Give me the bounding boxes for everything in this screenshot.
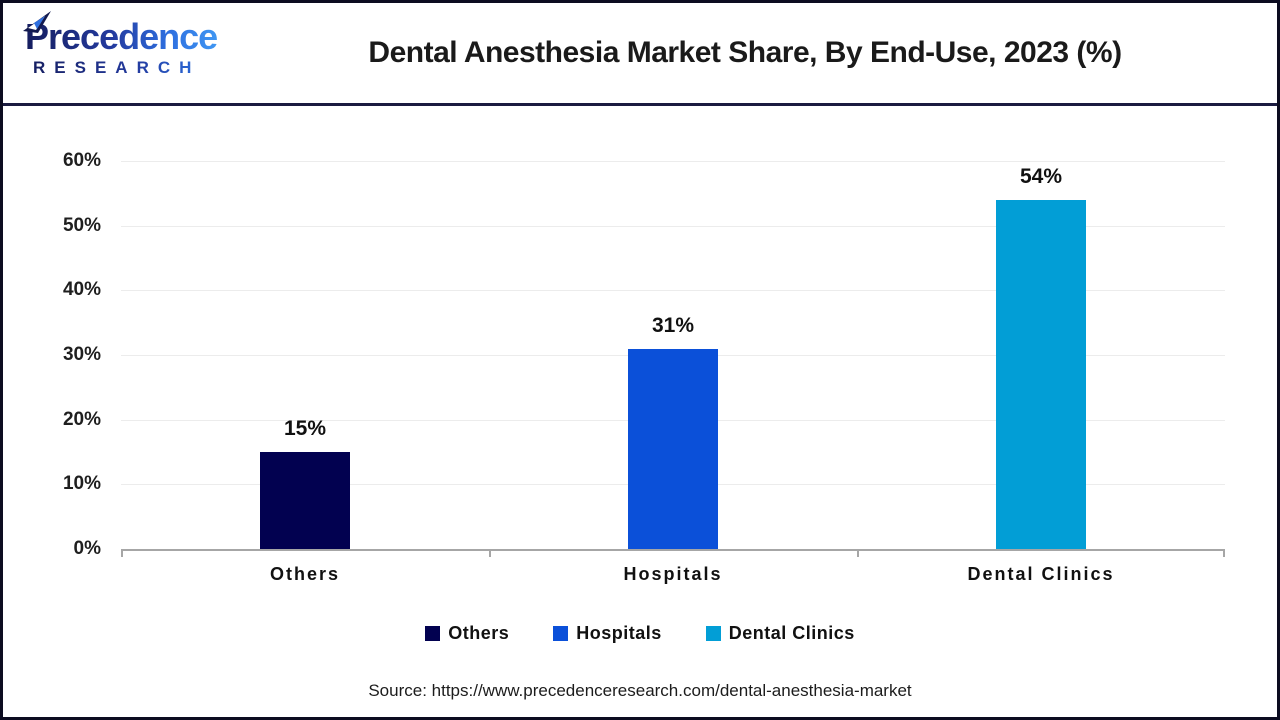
logo-sub-text: RESEARCH: [25, 59, 225, 76]
x-axis-tick: [1223, 551, 1225, 557]
gridline-40%: [121, 290, 1225, 292]
gridline-50%: [121, 225, 1225, 227]
y-axis-tick-label: 10%: [62, 473, 101, 495]
bar-value-label: 54%: [1019, 164, 1063, 188]
bar-value-label: 15%: [283, 417, 327, 440]
gridline-60%: [121, 161, 1225, 162]
y-axis-tick-label: 40%: [62, 279, 101, 301]
legend-swatch-icon: [425, 626, 441, 641]
legend-label: Hospitals: [576, 623, 662, 643]
x-axis-line: [121, 549, 1225, 551]
legend-item-others: Others: [425, 623, 509, 644]
y-axis-tick-label: 60%: [62, 150, 101, 171]
y-axis-tick-label: 30%: [62, 344, 101, 365]
y-axis-tick-label: 50%: [62, 214, 101, 236]
bar-hospitals: [628, 348, 718, 549]
legend-label: Dental Clinics: [728, 623, 855, 643]
logo-flag-icon: [21, 9, 55, 43]
plot-area: 0% 10% 20% 30% 40% 50% 60% 15% Others 31% Hospital…: [63, 150, 1225, 584]
bar-dental-clinics: [996, 199, 1086, 549]
x-axis-category-label: Hospitals: [623, 564, 723, 584]
legend-label: Others: [448, 623, 510, 643]
x-axis-tick: [857, 551, 859, 557]
source-text: Source: https://www.precedenceresearch.c…: [368, 681, 912, 700]
y-axis-tick-label: 0%: [73, 538, 101, 559]
legend: Others Hospitals Dental Clinics: [3, 623, 1277, 644]
y-axis-tick-label: 20%: [62, 408, 101, 430]
legend-swatch-icon: [553, 626, 569, 641]
legend-swatch-icon: [705, 626, 721, 641]
legend-item-dental-clinics: Dental Clinics: [705, 623, 855, 644]
logo-brand-text: Precedence: [25, 16, 218, 57]
x-axis-tick: [489, 551, 491, 557]
bar-others: [260, 452, 350, 549]
bar-value-label: 31%: [651, 313, 695, 337]
precedence-research-logo: Precedence RESEARCH: [23, 11, 225, 76]
legend-item-hospitals: Hospitals: [553, 623, 662, 644]
header: Precedence RESEARCH Dental Anesthesia Ma…: [3, 3, 1277, 106]
chart-title: Dental Anesthesia Market Share, By End-U…: [368, 36, 1122, 69]
x-axis-category-label: Dental Clinics: [967, 564, 1115, 584]
x-axis-category-label: Others: [269, 564, 341, 584]
x-axis-tick: [121, 551, 123, 557]
